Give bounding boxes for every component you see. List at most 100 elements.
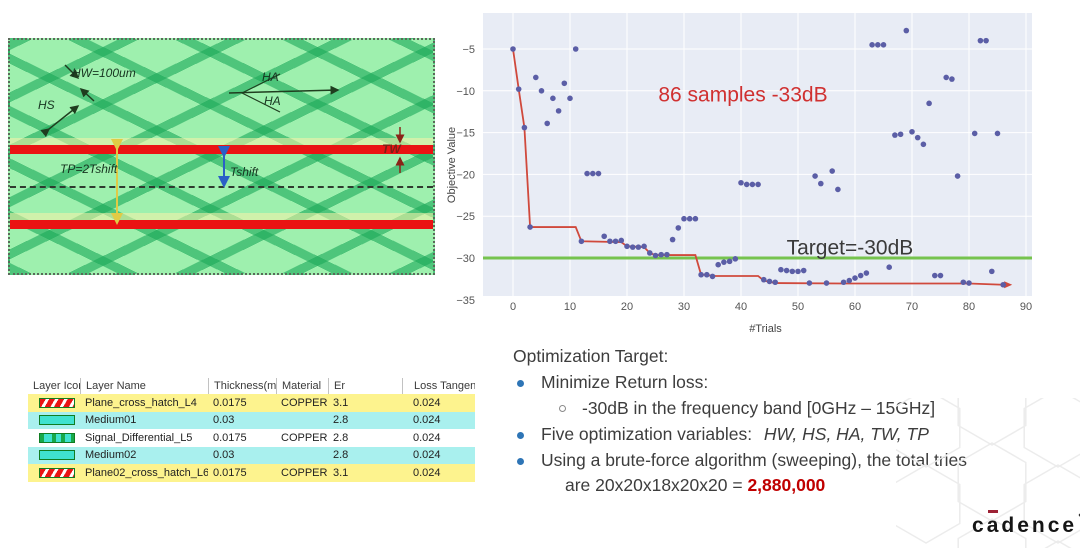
scatter-point xyxy=(652,252,659,259)
scatter-point xyxy=(966,280,972,286)
scatter-point xyxy=(669,236,676,243)
scatter-point xyxy=(857,272,864,279)
scatter-point xyxy=(607,238,613,245)
table-header-2: Thickness(mm) xyxy=(208,378,276,394)
medium-icon xyxy=(39,450,75,461)
table-row[interactable]: Medium02 0.03 2.8 0.024 xyxy=(28,446,475,464)
tp-label: TP=2Tshift xyxy=(60,162,118,176)
scatter-point xyxy=(647,250,653,256)
scatter-point xyxy=(829,168,835,174)
loss-tangent-cell: 0.024 xyxy=(413,466,441,479)
scatter-point xyxy=(629,244,636,250)
scatter-point xyxy=(761,276,767,283)
scatter-point xyxy=(612,238,619,245)
bullet-variables: Five optimization variables: HW, HS, HA,… xyxy=(541,424,929,445)
x-tick-label: 50 xyxy=(792,301,804,313)
loss-tangent-cell: 0.024 xyxy=(413,449,441,462)
scatter-point xyxy=(721,259,727,265)
sub-bullet-icon xyxy=(559,405,566,412)
scatter-point xyxy=(971,130,978,137)
scatter-point xyxy=(641,243,647,250)
chart-annotation-1: 86 samples -33dB xyxy=(658,84,827,107)
table-row[interactable]: Plane_cross_hatch_L4 0.0175 COPPER 3.1 0.024 xyxy=(28,394,475,412)
hw-arrow-lower xyxy=(79,87,95,102)
scatter-point xyxy=(932,272,938,279)
scatter-point xyxy=(515,86,522,92)
scatter-point xyxy=(949,76,955,82)
scatter-point xyxy=(755,181,761,188)
scatter-point xyxy=(766,278,773,285)
scatter-point xyxy=(749,181,756,188)
scatter-point xyxy=(527,224,533,230)
logo-text: c xyxy=(972,514,987,537)
thickness-cell: 0.0175 xyxy=(213,396,247,409)
material-cell: COPPER xyxy=(281,396,328,409)
layer-name-cell: Medium02 xyxy=(85,449,137,462)
hs-arrow xyxy=(40,105,80,138)
x-tick-label: 70 xyxy=(906,301,918,313)
layer-icon-cell xyxy=(28,429,80,447)
scatter-point xyxy=(852,275,858,281)
scatter-point xyxy=(909,128,915,135)
table-header-1: Layer Name xyxy=(80,378,208,394)
table-body: Plane_cross_hatch_L4 0.0175 COPPER 3.1 0.024… xyxy=(28,394,475,482)
scatter-point xyxy=(681,215,687,222)
dielectric-band-top xyxy=(10,138,433,145)
scatter-point xyxy=(732,256,739,262)
hatch-plane-icon xyxy=(39,467,75,478)
scatter-point xyxy=(994,130,1001,137)
bullet-minimize-return-loss: Minimize Return loss: xyxy=(541,372,709,392)
layer-icon-cell xyxy=(28,394,80,412)
table-header-4: Er xyxy=(328,378,402,394)
tshift-label: Tshift xyxy=(230,165,259,179)
total-tries-prefix: are 20x20x18x20x20 = xyxy=(565,475,748,495)
x-tick-label: 80 xyxy=(963,301,975,313)
table-header-0: Layer Icon xyxy=(33,380,80,392)
scatter-point xyxy=(618,237,625,244)
x-tick-label: 90 xyxy=(1020,301,1032,313)
scatter-point xyxy=(840,279,847,286)
scatter-point xyxy=(892,132,898,138)
ha-horizontal-arrow xyxy=(228,85,340,95)
scatter-point xyxy=(635,244,642,250)
ha-bottom-label: HA xyxy=(264,94,281,108)
scatter-point xyxy=(715,261,721,268)
registered-mark-icon: ● xyxy=(1078,512,1080,519)
bullet-icon xyxy=(517,458,524,465)
scatter-point xyxy=(903,27,910,34)
scatter-point xyxy=(567,95,573,102)
x-tick-label: 0 xyxy=(510,301,516,313)
scatter-point xyxy=(926,100,932,107)
material-cell: COPPER xyxy=(281,431,328,444)
signal-trace-bar-bottom xyxy=(10,220,433,229)
hexagon-shape xyxy=(957,442,1027,522)
dielectric-band-bottom xyxy=(10,213,433,220)
scatter-point xyxy=(624,243,630,250)
y-tick-label: −20 xyxy=(456,169,475,181)
hexagon-shape xyxy=(1023,398,1080,468)
scatter-point xyxy=(800,267,807,274)
scatter-point xyxy=(555,108,562,114)
er-cell: 3.1 xyxy=(333,396,349,409)
scatter-point xyxy=(686,215,693,222)
chart-annotation-2: Target=-30dB xyxy=(787,237,914,260)
dimension-arrows xyxy=(40,64,405,225)
er-cell: 2.8 xyxy=(333,414,349,427)
scatter-point xyxy=(989,268,995,275)
scatter-point xyxy=(590,170,596,177)
x-tick-label: 10 xyxy=(564,301,576,313)
ha-angle-line-upper xyxy=(241,73,281,94)
bullet-brute-force-line2: are 20x20x18x20x20 = 2,880,000 xyxy=(565,475,825,496)
table-row[interactable]: Medium01 0.03 2.8 0.024 xyxy=(28,411,475,429)
cross-hatch-diagram: HW=100um HS HA HA TW TP=2Tshift Tshift xyxy=(8,38,435,275)
variables-prefix: Five optimization variables: xyxy=(541,424,757,444)
scatter-point xyxy=(886,264,892,270)
line-end-arrow xyxy=(1004,281,1013,289)
scatter-point xyxy=(983,37,989,44)
table-row[interactable]: Signal_Differential_L5 0.0175 COPPER 2.8 0.0… xyxy=(28,429,475,447)
hexagon-watermark xyxy=(896,398,1080,548)
scatter-point xyxy=(795,268,801,275)
table-row[interactable]: Plane02_cross_hatch_L6 0.0175 COPPER 3.1 0.0… xyxy=(28,464,475,482)
er-cell: 2.8 xyxy=(333,431,349,444)
y-tick-label: −30 xyxy=(456,253,475,265)
